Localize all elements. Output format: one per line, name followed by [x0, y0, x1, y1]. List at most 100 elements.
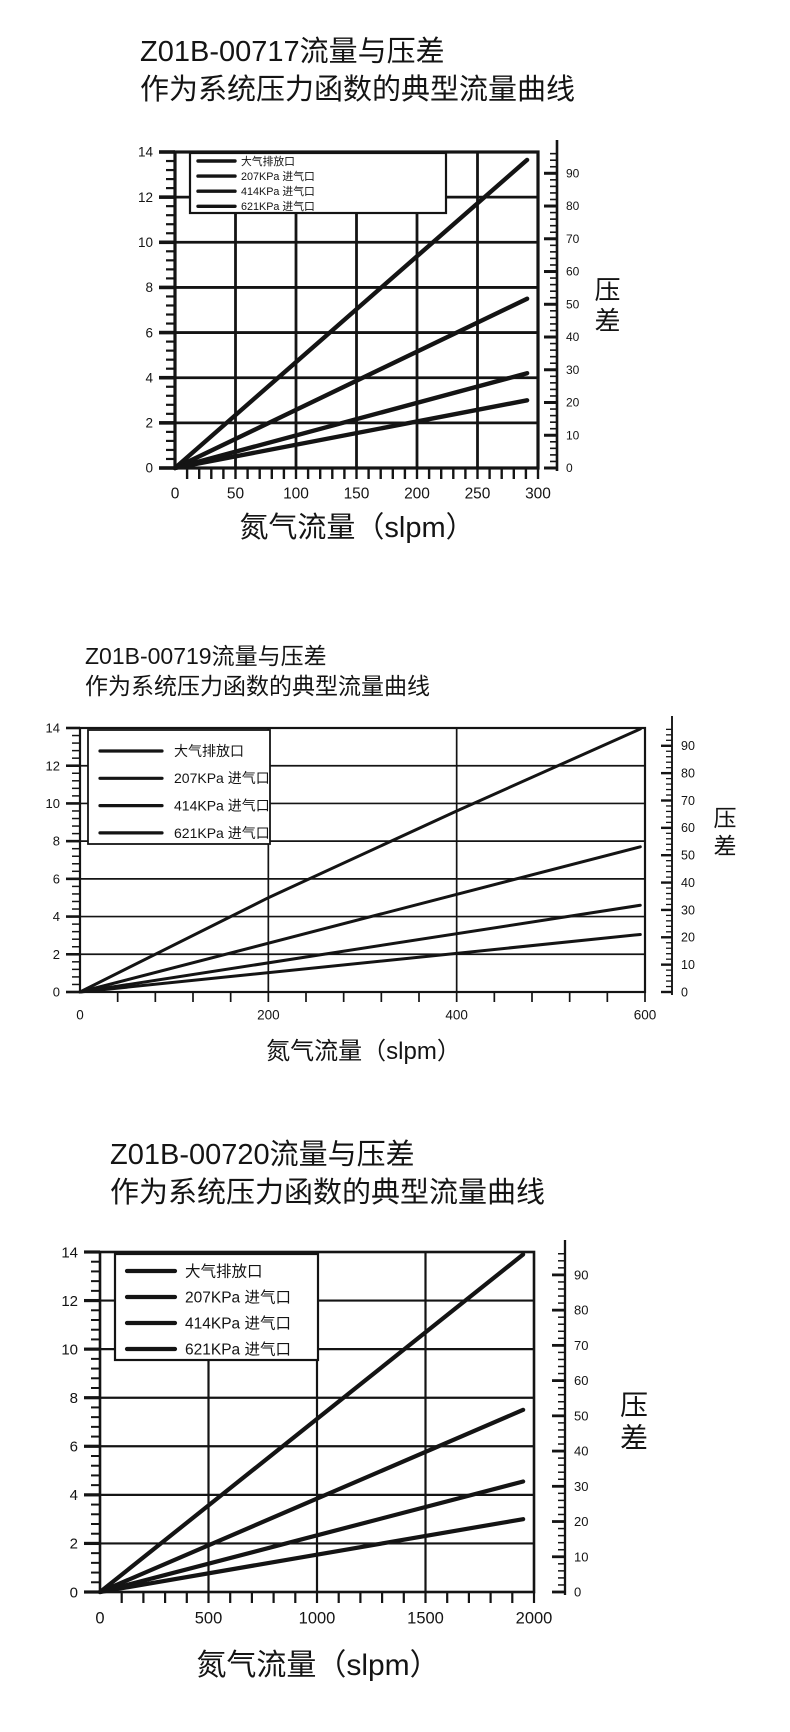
legend-label: 207KPa 进气口	[185, 1288, 291, 1306]
y-tick-label: 4	[70, 1487, 78, 1504]
y-tick-label: 2	[70, 1536, 78, 1553]
y-tick-label: 12	[138, 190, 153, 205]
legend-box	[188, 151, 448, 215]
legend-box	[87, 729, 271, 845]
y-tick-label: 6	[145, 325, 153, 340]
right-tick-label: 20	[574, 1514, 588, 1529]
series-line-4	[78, 932, 642, 994]
x-axis: 0 200 400 600	[76, 992, 656, 1023]
x-tick-label: 1500	[407, 1610, 444, 1628]
right-tick-label: 10	[574, 1549, 588, 1564]
y-tick-label: 14	[61, 1244, 78, 1261]
series-line-3	[78, 903, 642, 994]
right-tick-label: 50	[681, 849, 695, 863]
right-axis: 0 10 20 30 40 50 60 70 80 90	[544, 140, 580, 475]
right-tick-label: 20	[681, 931, 695, 945]
chart-3-title-line2: 作为系统压力函数的典型流量曲线	[110, 1177, 546, 1209]
flow-pressure-chart-3: 0 2 4 6 8 10 12 14 0 500 1000 1500 2000 0 10 20 30 40 50 60…	[61, 1240, 588, 1628]
x-tick-label: 150	[344, 486, 370, 503]
x-axis: 0 500 1000 1500 2000	[95, 1592, 552, 1628]
series-line-3	[172, 371, 530, 471]
x-tick-label: 0	[76, 1008, 84, 1023]
chart-1-x-axis-title: 氮气流量（slpm）	[239, 512, 475, 544]
series-line-3	[97, 1479, 526, 1595]
legend-label: 大气排放口	[185, 1262, 263, 1280]
right-tick-label: 40	[574, 1444, 588, 1459]
right-tick-label: 30	[574, 1479, 588, 1494]
left-axis: 0 2 4 6 8 10 12 14	[61, 1244, 100, 1601]
y-tick-label: 12	[46, 758, 60, 773]
right-tick-label: 0	[566, 461, 573, 475]
right-tick-label: 10	[566, 428, 580, 442]
chart-3-x-axis-title: 氮气流量（slpm）	[196, 1649, 440, 1682]
series-line-4	[97, 1517, 526, 1595]
right-tick-label: 50	[574, 1408, 588, 1423]
series-line-2	[97, 1407, 526, 1595]
chart-2-title-line1: Z01B-00719流量与压差	[85, 643, 327, 669]
y-tick-label: 10	[138, 235, 153, 250]
y-tick-label: 2	[145, 416, 153, 431]
right-tick-label: 60	[574, 1373, 588, 1388]
right-tick-label: 60	[566, 265, 580, 279]
left-axis: 0 2 4 6 8 10 12 14	[138, 145, 175, 476]
right-tick-label: 30	[566, 363, 580, 377]
y-tick-label: 2	[53, 947, 60, 962]
x-tick-label: 2000	[516, 1610, 553, 1628]
right-tick-label: 20	[566, 396, 580, 410]
legend-label: 621KPa 进气口	[174, 825, 270, 841]
y-tick-label: 8	[70, 1390, 78, 1407]
right-tick-label: 80	[574, 1303, 588, 1318]
chart-1-title: Z01B-00717流量与压差 作为系统压力函数的典型流量曲线	[140, 33, 575, 109]
right-tick-label: 90	[566, 166, 580, 180]
right-tick-label: 40	[681, 876, 695, 890]
legend-label: 大气排放口	[241, 154, 295, 168]
chart-2-right-axis-title: 压差	[710, 806, 736, 862]
legend-label: 207KPa 进气口	[241, 169, 315, 183]
x-tick-label: 1000	[299, 1610, 336, 1628]
x-tick-label: 200	[404, 486, 430, 503]
legend-label: 414KPa 进气口	[241, 184, 315, 198]
y-tick-label: 8	[53, 834, 60, 849]
right-tick-label: 90	[681, 739, 695, 753]
legend-label: 414KPa 进气口	[185, 1314, 291, 1332]
right-tick-label: 30	[681, 903, 695, 917]
legend-label: 621KPa 进气口	[241, 199, 315, 213]
right-tick-label: 80	[681, 767, 695, 781]
right-axis: 0 10 20 30 40 50 60 70 80 90	[552, 1240, 588, 1600]
series-line-1	[172, 157, 530, 471]
legend-label: 大气排放口	[174, 743, 244, 759]
chart-3-title: Z01B-00720流量与压差 作为系统压力函数的典型流量曲线	[110, 1136, 545, 1212]
legend: 大气排放口 207KPa 进气口 414KPa 进气口 621KPa 进气口	[113, 1252, 320, 1362]
right-tick-label: 70	[681, 794, 695, 808]
right-tick-label: 40	[566, 330, 580, 344]
y-tick-label: 6	[70, 1439, 78, 1456]
x-tick-label: 600	[634, 1008, 657, 1023]
right-tick-label: 60	[681, 821, 695, 835]
y-tick-label: 8	[145, 280, 153, 295]
chart-3-title-line1: Z01B-00720流量与压差	[110, 1139, 415, 1171]
chart-3-right-axis-title: 压差	[617, 1390, 648, 1456]
right-tick-label: 90	[574, 1267, 588, 1282]
y-tick-label: 0	[53, 985, 60, 1000]
x-axis: 0 50 100 150 200 250 300	[171, 468, 551, 503]
y-tick-label: 10	[46, 796, 60, 811]
y-tick-label: 12	[61, 1293, 78, 1310]
x-tick-label: 200	[257, 1008, 280, 1023]
x-tick-label: 0	[171, 486, 180, 503]
x-tick-label: 0	[95, 1610, 104, 1628]
y-tick-label: 0	[70, 1584, 78, 1601]
right-tick-label: 10	[681, 958, 695, 972]
chart-1-title-line1: Z01B-00717流量与压差	[140, 36, 445, 68]
legend-label: 414KPa 进气口	[174, 798, 270, 814]
chart-1-right-axis-title: 压差	[591, 276, 621, 338]
flow-pressure-chart-1: 0 2 4 6 8 10 12 14 0 50 100 150 200 250 300 0 10 20 30 40 50…	[138, 140, 580, 503]
legend-label: 621KPa 进气口	[185, 1340, 291, 1358]
left-axis: 0 2 4 6 8 10 12 14	[46, 721, 80, 1000]
y-tick-label: 14	[138, 145, 154, 160]
chart-2-title-line2: 作为系统压力函数的典型流量曲线	[85, 673, 430, 699]
plot-border	[78, 726, 647, 994]
